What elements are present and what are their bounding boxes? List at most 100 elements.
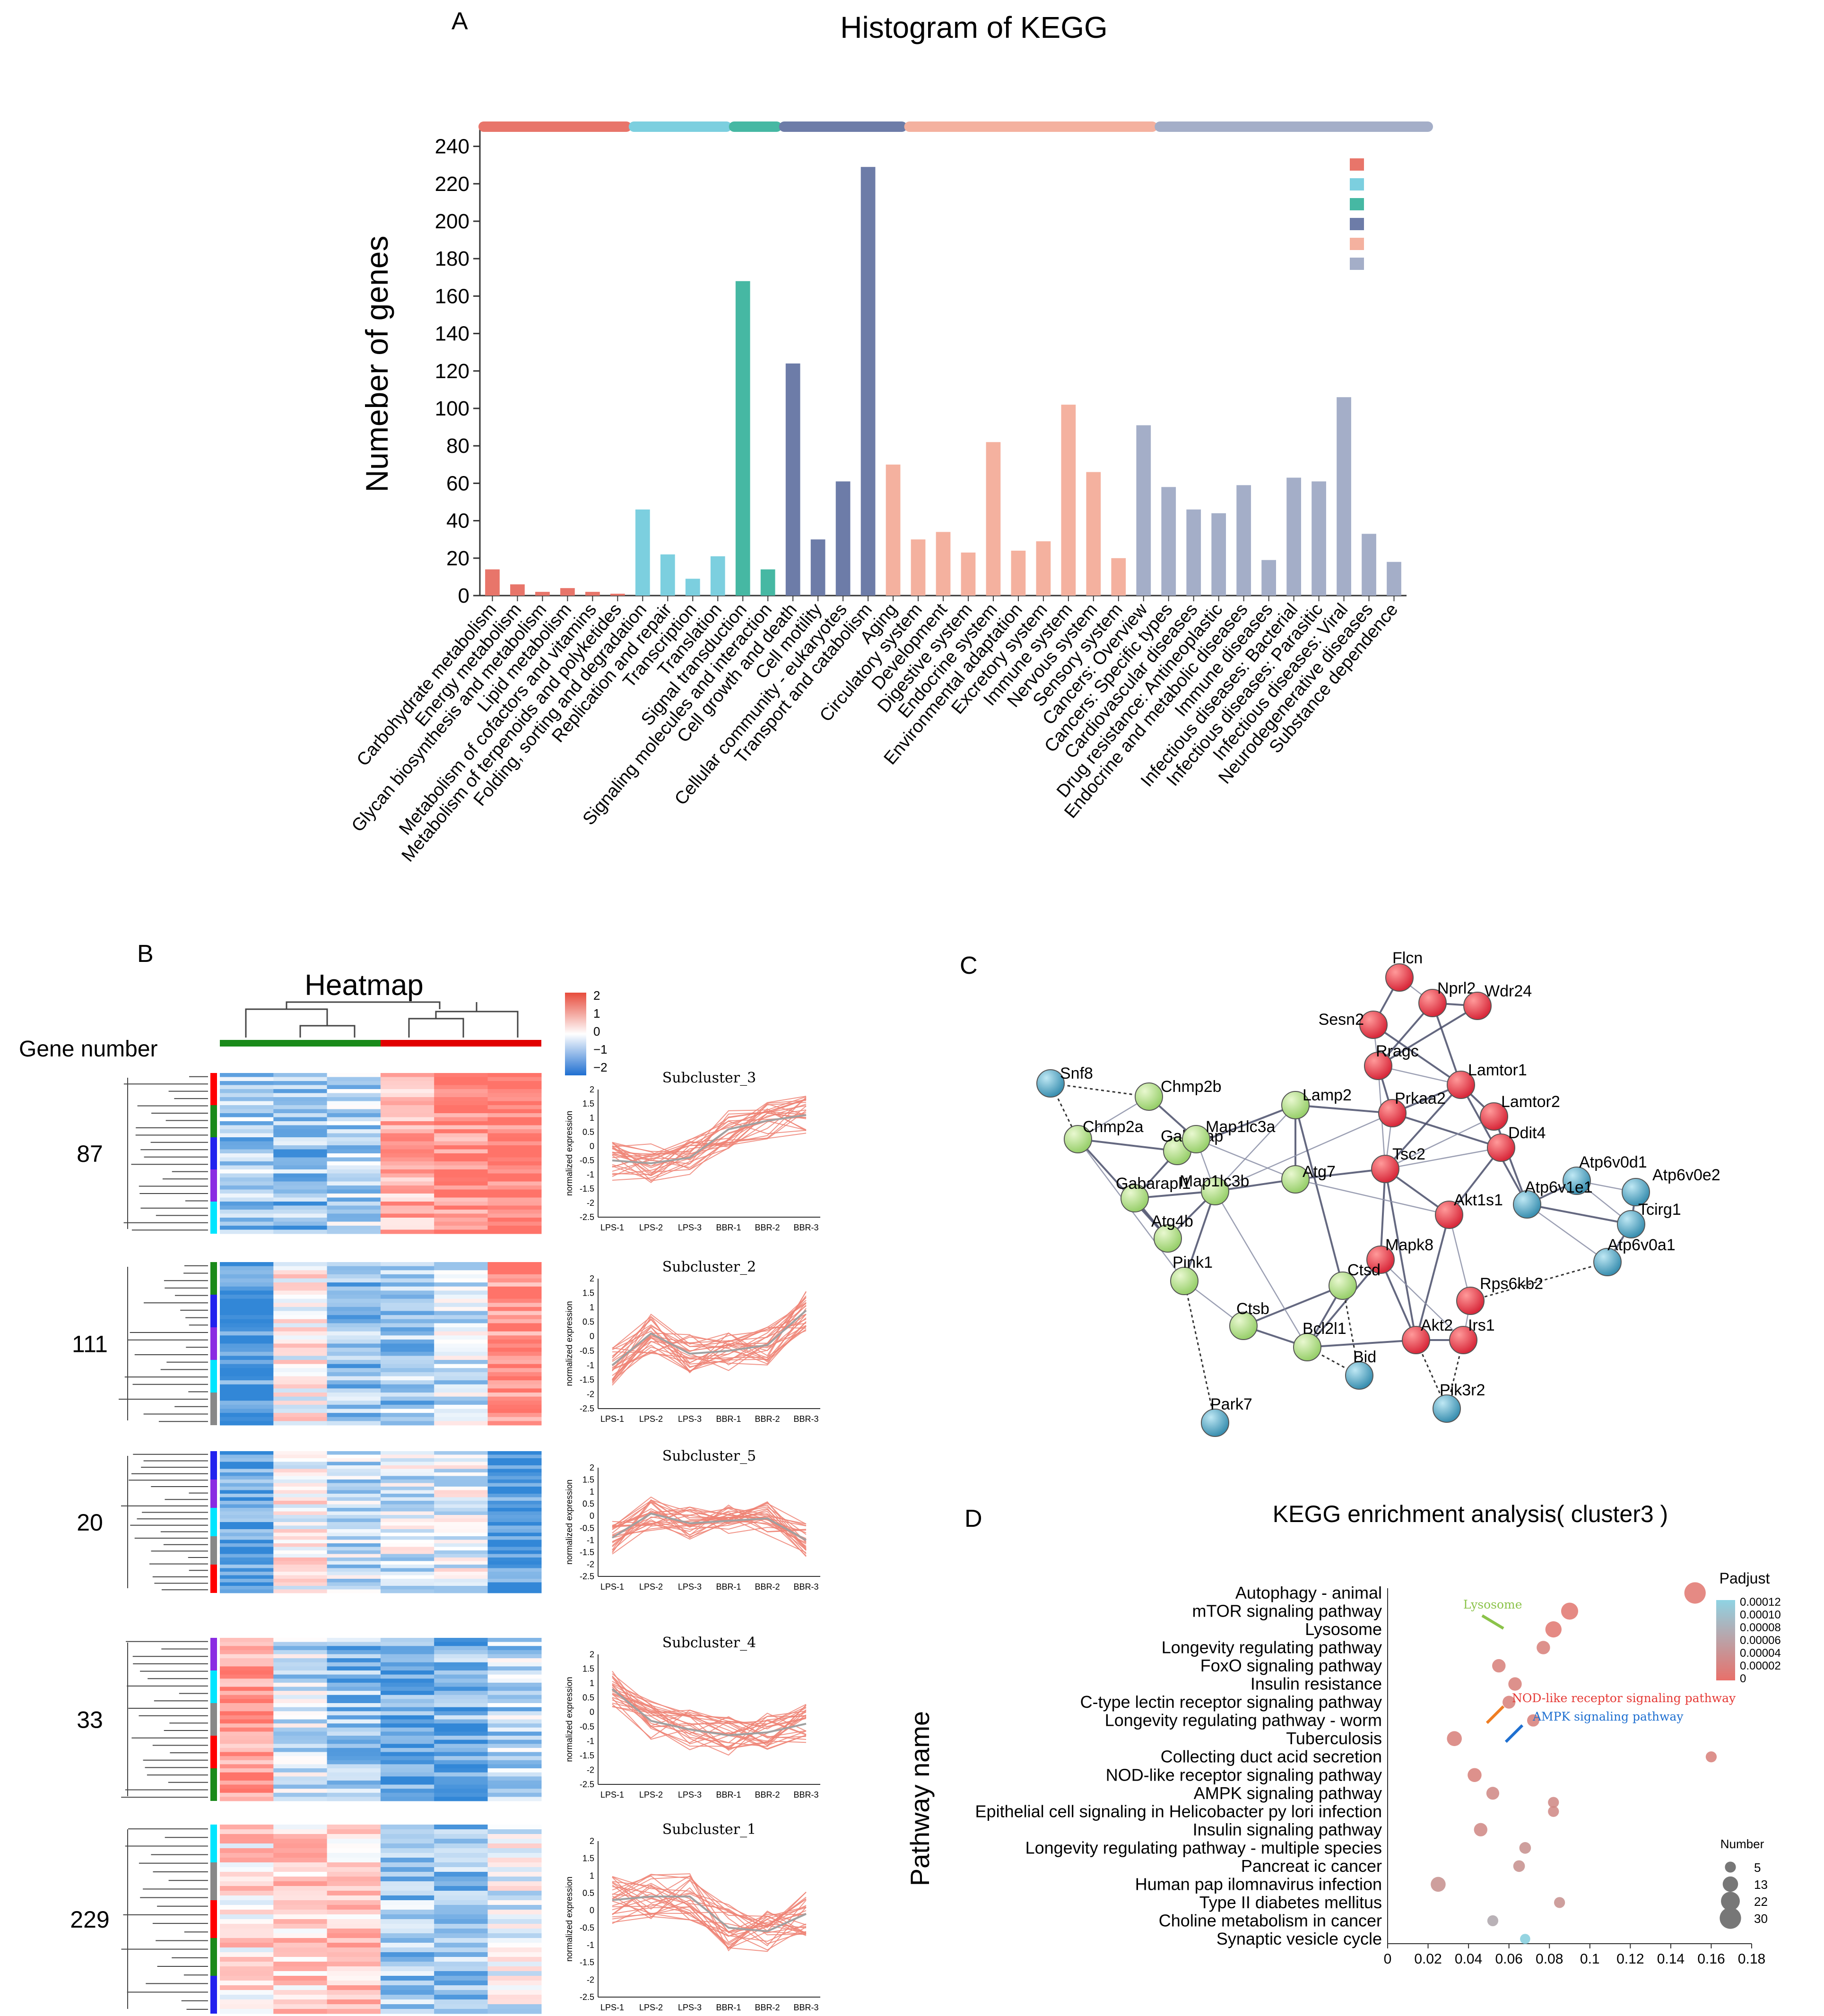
heat-cell <box>220 1089 274 1093</box>
node-label: Chmp2b <box>1161 1078 1222 1096</box>
number-tick: 13 <box>1754 1878 1768 1892</box>
heat-cell <box>487 1218 542 1222</box>
heat-cell <box>273 1137 328 1142</box>
heat-cell <box>327 1133 381 1138</box>
heat-cell <box>327 1356 381 1360</box>
heat-cell <box>220 2004 274 2009</box>
heat-cell <box>273 1924 328 1929</box>
heat-cell <box>380 1768 434 1773</box>
node-circle <box>1364 1052 1392 1080</box>
heat-cell <box>434 1839 488 1844</box>
heat-cell <box>220 1109 274 1114</box>
heat-cell <box>434 1760 488 1765</box>
heat-cell <box>434 1670 488 1675</box>
line-ytick: -2.5 <box>580 1212 594 1222</box>
heat-cell <box>487 1417 542 1421</box>
heat-cell <box>380 1736 434 1740</box>
heat-cell <box>380 1472 434 1476</box>
heat-cell <box>487 1976 542 1981</box>
heat-cell <box>327 1532 381 1537</box>
heat-cell <box>380 1278 434 1283</box>
heat-cell <box>273 1547 328 1551</box>
heat-cell <box>327 1995 381 2000</box>
heat-cell <box>220 1848 274 1853</box>
sample-label: LPS-3 <box>678 2003 702 2012</box>
heat-cell <box>434 1646 488 1651</box>
heat-cell <box>273 1719 328 1724</box>
heat-cell <box>434 1666 488 1671</box>
heat-cell <box>220 1914 274 1920</box>
heat-cell <box>380 1218 434 1222</box>
heat-cell <box>487 1723 542 1728</box>
heat-cell <box>434 1117 488 1122</box>
heat-cell <box>434 1900 488 1905</box>
node-chmp2a: Chmp2a <box>1064 1118 1144 1153</box>
node-ctsd: Ctsd <box>1329 1261 1381 1300</box>
line-ytick: -0.5 <box>580 1156 594 1165</box>
heat-cell <box>220 1666 274 1671</box>
heat-cell <box>220 1101 274 1106</box>
heat-cell <box>380 1825 434 1830</box>
heat-cell <box>434 1867 488 1872</box>
y-tick-label: 140 <box>435 322 469 346</box>
heat-cell <box>327 1938 381 1943</box>
heat-cell <box>273 1839 328 1844</box>
heat-cell <box>327 1153 381 1158</box>
heat-cell <box>380 1744 434 1748</box>
heat-cell <box>327 1910 381 1915</box>
heat-cell <box>487 2009 542 2014</box>
node-mapk8: Mapk8 <box>1366 1236 1433 1274</box>
heat-cell <box>327 1364 381 1368</box>
heat-cell <box>380 1522 434 1526</box>
node-label: Sesn2 <box>1319 1011 1364 1029</box>
heat-cell <box>327 1582 381 1586</box>
heat-cell <box>327 1404 381 1409</box>
node-ddit4: Ddit4 <box>1487 1124 1546 1162</box>
heat-cell <box>273 1133 328 1138</box>
heat-cell <box>434 1905 488 1910</box>
heat-cell <box>434 1768 488 1773</box>
heat-cell <box>327 1976 381 1981</box>
y-tick-label: 40 <box>446 510 469 533</box>
heat-cell <box>487 1839 542 1844</box>
heat-cell <box>380 1687 434 1691</box>
heat-cell <box>220 1971 274 1976</box>
heat-cell <box>327 1691 381 1696</box>
heat-cell <box>380 1947 434 1953</box>
heat-cell <box>220 1319 274 1324</box>
heat-cell <box>220 1691 274 1696</box>
heat-cell <box>327 1780 381 1785</box>
heat-cell <box>487 1157 542 1162</box>
node-prkaa2: Prkaa2 <box>1378 1090 1446 1127</box>
heat-cell <box>220 1401 274 1405</box>
enrichment-point <box>1705 1751 1717 1763</box>
expression-line <box>612 1883 807 1936</box>
node-flcn: Flcn <box>1385 949 1423 992</box>
heat-cell <box>380 1315 434 1320</box>
heat-cell <box>380 1752 434 1756</box>
enrichment-point <box>1474 1823 1487 1837</box>
heat-cell <box>380 1853 434 1858</box>
heat-cell <box>273 1185 328 1190</box>
row-annotation-strip <box>210 1862 217 1900</box>
heat-cell <box>220 1210 274 1214</box>
heat-cell <box>434 1862 488 1868</box>
heat-cell <box>487 1670 542 1675</box>
padjust-tick: 0.00004 <box>1740 1647 1781 1660</box>
expression-line <box>612 1314 807 1380</box>
heat-cell <box>327 1388 381 1393</box>
heat-cell <box>327 1756 381 1761</box>
heat-cell <box>327 1221 381 1226</box>
node-label: Atp6v0d1 <box>1579 1153 1647 1171</box>
heat-cell <box>434 1274 488 1279</box>
heat-cell <box>327 1952 381 1957</box>
enrichment-point <box>1487 1915 1499 1927</box>
row-annotation-strip <box>210 1137 217 1169</box>
heat-cell <box>380 1703 434 1708</box>
heat-cell <box>487 1650 542 1654</box>
network-edge <box>1448 1214 1471 1301</box>
heat-cell <box>220 1727 274 1732</box>
heat-cell <box>434 1181 488 1186</box>
heat-cell <box>380 1731 434 1736</box>
